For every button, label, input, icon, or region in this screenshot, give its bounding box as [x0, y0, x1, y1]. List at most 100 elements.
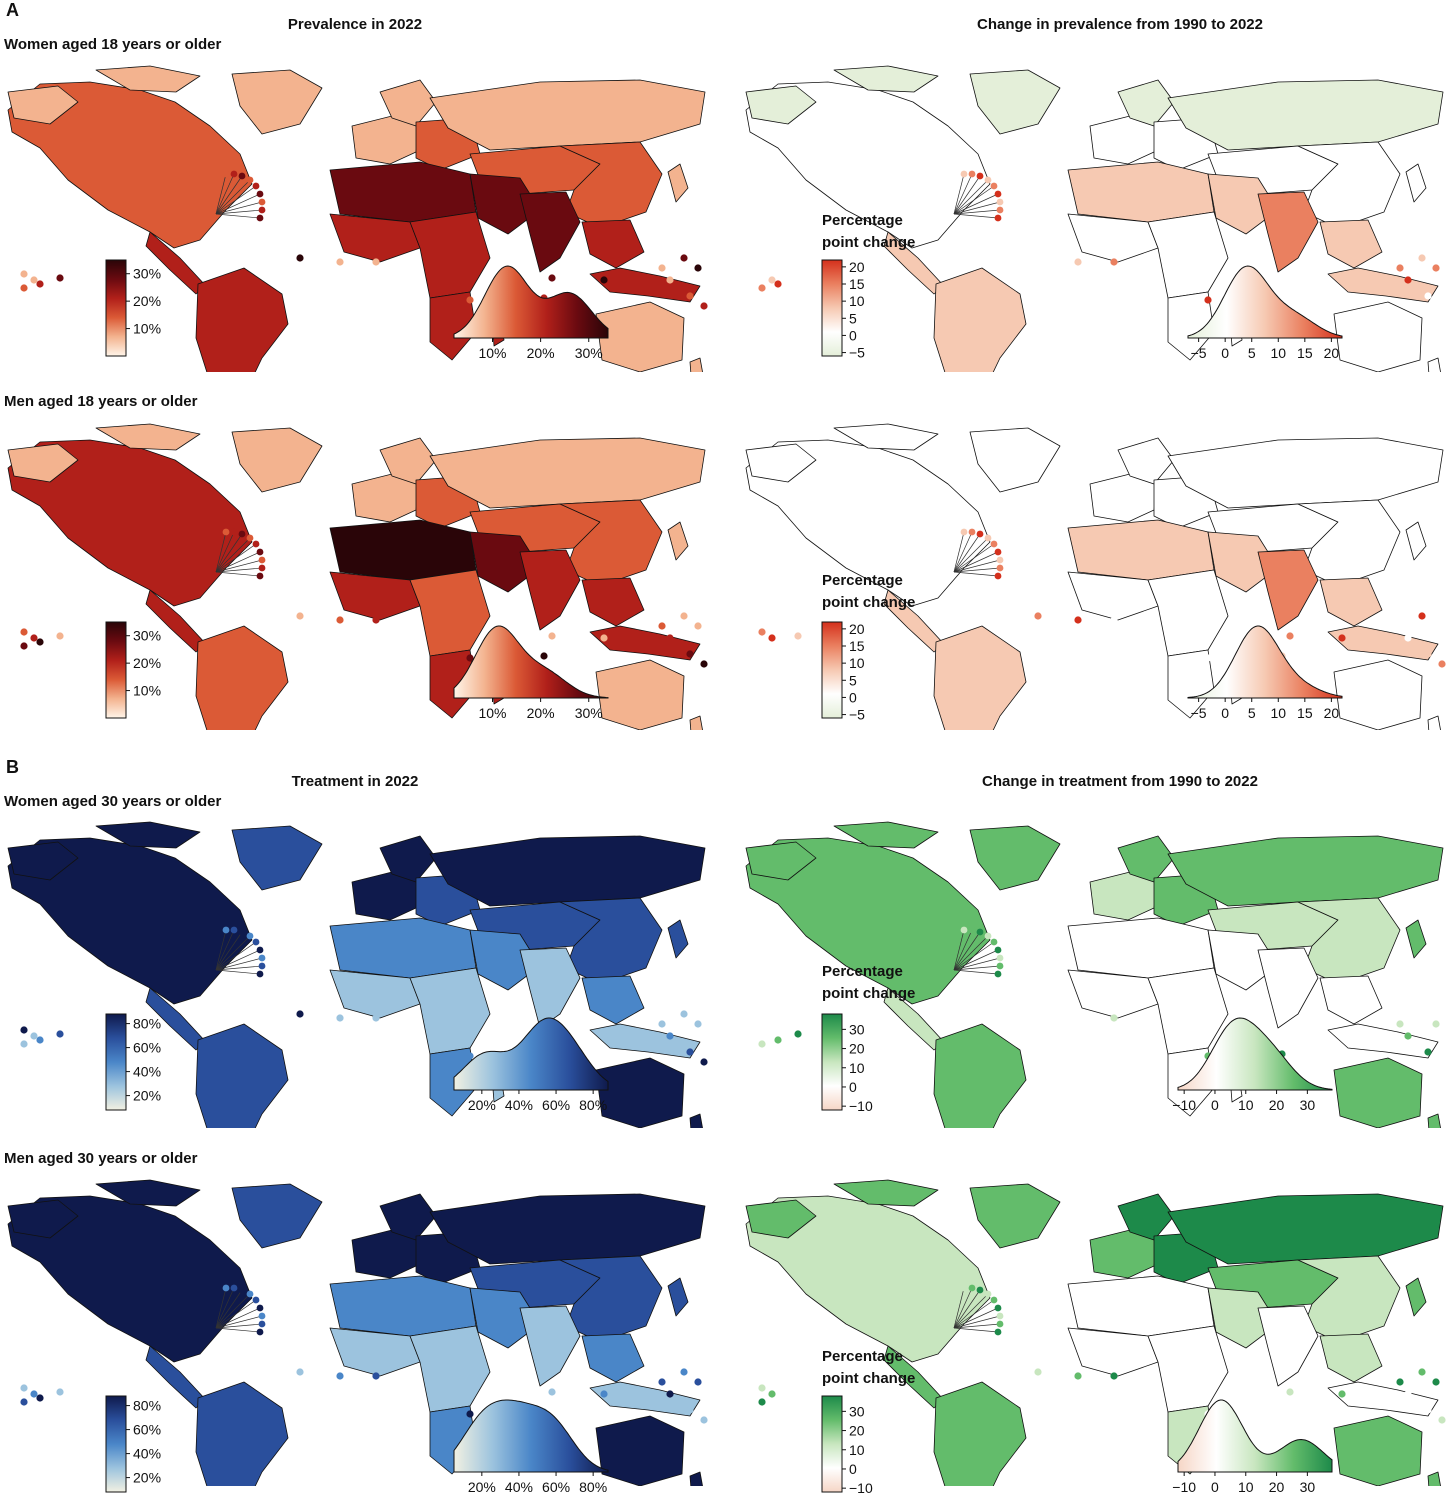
- caribbean-state-dot: [996, 962, 1004, 970]
- island-state-dot: [658, 1020, 666, 1028]
- density-tick-label: 20%: [468, 1097, 496, 1113]
- caribbean-state-dot: [996, 198, 1004, 206]
- caribbean-callout-line: [953, 531, 965, 573]
- island-state-dot: [700, 302, 708, 310]
- caribbean-state-dot: [258, 198, 266, 206]
- country-region-new-zealand: [1427, 357, 1441, 372]
- island-state-dot: [666, 1390, 674, 1398]
- island-state-dot: [540, 652, 548, 660]
- country-region-middle-east: [469, 929, 541, 991]
- country-region-greenland: [969, 69, 1061, 135]
- colorbar-gradient: [821, 1013, 843, 1111]
- caribbean-state-dot: [238, 928, 246, 936]
- island-state-dot: [768, 634, 776, 642]
- caribbean-state-dot: [252, 182, 260, 190]
- island-state-dot: [700, 1058, 708, 1066]
- caribbean-callout-line: [215, 1299, 257, 1329]
- caribbean-state-dot: [960, 528, 968, 536]
- colorbar-tick-label: 60%: [133, 1040, 161, 1056]
- caribbean-state-dot: [984, 932, 992, 940]
- country-region-australia: [1333, 301, 1423, 372]
- caribbean-callout-line: [953, 173, 973, 215]
- island-state-dot: [336, 1372, 344, 1380]
- country-region-central-america: [145, 231, 207, 295]
- density-plot-prevalence-change-women: −5 0 5 10 15 20: [1180, 260, 1350, 370]
- map-treatment-change-men: [738, 1176, 1450, 1486]
- caribbean-state-dot: [222, 170, 230, 178]
- caribbean-callout-line: [953, 201, 1001, 215]
- island-state-dot: [548, 1388, 556, 1396]
- caribbean-state-dot: [984, 176, 992, 184]
- country-region-southeast-asia: [1319, 577, 1383, 627]
- density-tick-label: 20%: [527, 345, 555, 361]
- country-region-south-america: [933, 267, 1027, 372]
- country-region-west-africa: [1067, 969, 1159, 1019]
- country-region-central-america: [883, 1345, 945, 1409]
- island-state-dot: [658, 1378, 666, 1386]
- caribbean-state-dot: [994, 572, 1002, 580]
- country-region-north-africa: [329, 917, 477, 979]
- island-state-dot: [1110, 1014, 1118, 1022]
- caribbean-state-dot: [258, 556, 266, 564]
- island-state-dot: [1418, 254, 1426, 262]
- legend-title-treatment-change-men: Percentage point change: [822, 1348, 916, 1387]
- country-region-russia: [429, 1193, 706, 1265]
- density-curve: [453, 1399, 609, 1473]
- country-region-west-africa: [1067, 1327, 1159, 1377]
- country-region-new-zealand: [1427, 1471, 1441, 1486]
- country-region-indonesia: [589, 1023, 701, 1059]
- country-region-north-africa: [329, 161, 477, 223]
- caribbean-state-dot: [976, 928, 984, 936]
- country-region-north-africa: [1067, 917, 1215, 979]
- colorbar-tick-label: 10: [849, 293, 865, 309]
- colorbar-tick-label: −10: [849, 1480, 873, 1496]
- country-region-south-america: [195, 1023, 289, 1128]
- colorbar-legend-prevalence-men: 10% 20% 30%: [104, 620, 184, 722]
- density-tick-label: 10%: [478, 345, 506, 361]
- caribbean-state-dot: [984, 534, 992, 542]
- caribbean-callout-line: [215, 531, 235, 573]
- map-prevalence-change-women: [738, 62, 1450, 372]
- caribbean-state-dot: [246, 534, 254, 542]
- country-region-south-asia: [519, 191, 581, 273]
- density-curve: [1177, 1017, 1333, 1091]
- colorbar-tick-label: 0: [849, 1461, 857, 1477]
- island-state-dot: [36, 1036, 44, 1044]
- caribbean-callout-line: [953, 1307, 999, 1329]
- caribbean-callout-line: [215, 543, 257, 573]
- island-state-dot: [658, 264, 666, 272]
- country-region-south-america: [933, 1023, 1027, 1128]
- caribbean-callout-line: [215, 1315, 263, 1329]
- caribbean-state-dot: [258, 962, 266, 970]
- caribbean-callout-line: [953, 559, 1001, 573]
- caribbean-state-dot: [252, 540, 260, 548]
- country-region-greenland: [231, 427, 323, 493]
- caribbean-state-dot: [256, 970, 264, 978]
- caribbean-state-dot: [990, 938, 998, 946]
- caribbean-state-dot: [222, 1284, 230, 1292]
- caribbean-state-dot: [246, 176, 254, 184]
- island-state-dot: [758, 1026, 766, 1034]
- caribbean-callout-line: [215, 179, 251, 215]
- panel-letter-a: A: [6, 0, 19, 20]
- island-state-dot: [600, 1032, 608, 1040]
- caribbean-state-dot: [976, 530, 984, 538]
- colorbar-tick-label: 30%: [133, 266, 161, 282]
- country-region-greenland: [231, 69, 323, 135]
- caribbean-callout-line: [215, 213, 261, 219]
- country-region-japan: [667, 1277, 689, 1317]
- island-state-dot: [1432, 622, 1440, 630]
- country-region-central-america: [883, 589, 945, 653]
- caribbean-state-dot: [256, 572, 264, 580]
- island-state-dot: [694, 1378, 702, 1386]
- density-plot-prevalence-men: 10% 20% 30%: [446, 620, 616, 730]
- column-title-prevalence: Prevalence in 2022: [287, 16, 423, 33]
- world-map-svg: [745, 821, 1446, 1128]
- country-region-greenland: [231, 1183, 323, 1249]
- caribbean-callout-line: [215, 193, 261, 215]
- caribbean-callout-line: [953, 1323, 1001, 1329]
- country-region-southeast-asia: [1319, 219, 1383, 269]
- country-region-west-africa: [329, 571, 421, 621]
- country-region-scandinavia: [379, 835, 437, 883]
